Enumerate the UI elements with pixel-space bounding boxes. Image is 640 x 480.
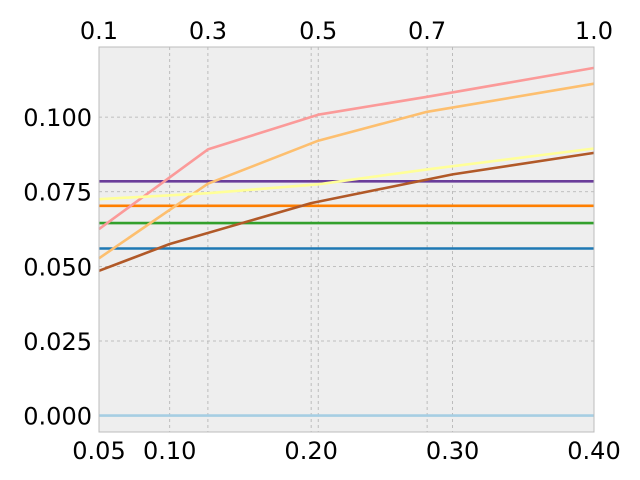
top-tick-label: 0.3	[189, 17, 227, 45]
y-tick-label: 0.050	[23, 253, 92, 281]
y-tick-labels: 0.000 0.025 0.050 0.075 0.100	[23, 104, 92, 430]
x-tick-label: 0.05	[72, 437, 125, 465]
y-tick-label: 0.075	[23, 179, 92, 207]
top-tick-label: 0.7	[408, 17, 446, 45]
y-tick-label: 0.000	[23, 403, 92, 431]
top-tick-label: 0.1	[80, 17, 118, 45]
top-tick-label: 0.5	[299, 17, 337, 45]
x-tick-label: 0.20	[284, 437, 337, 465]
y-tick-label: 0.100	[23, 104, 92, 132]
series-line-8	[98, 151, 595, 273]
plot-frame	[98, 46, 595, 433]
x-tick-label: 0.10	[143, 437, 196, 465]
y-tick-label: 0.025	[23, 328, 92, 356]
x-tick-labels: 0.05 0.10 0.20 0.30 0.40	[72, 437, 620, 465]
top-tick-labels: 0.1 0.3 0.5 0.7 1.0	[80, 17, 613, 45]
series-line-6	[98, 82, 595, 260]
top-tick-label: 1.0	[575, 17, 613, 45]
x-tick-label: 0.30	[426, 437, 479, 465]
x-tick-label: 0.40	[567, 437, 620, 465]
series-group	[98, 66, 595, 417]
series-line-7	[98, 147, 595, 201]
plot-area	[99, 47, 594, 432]
series-line-5	[98, 66, 595, 231]
